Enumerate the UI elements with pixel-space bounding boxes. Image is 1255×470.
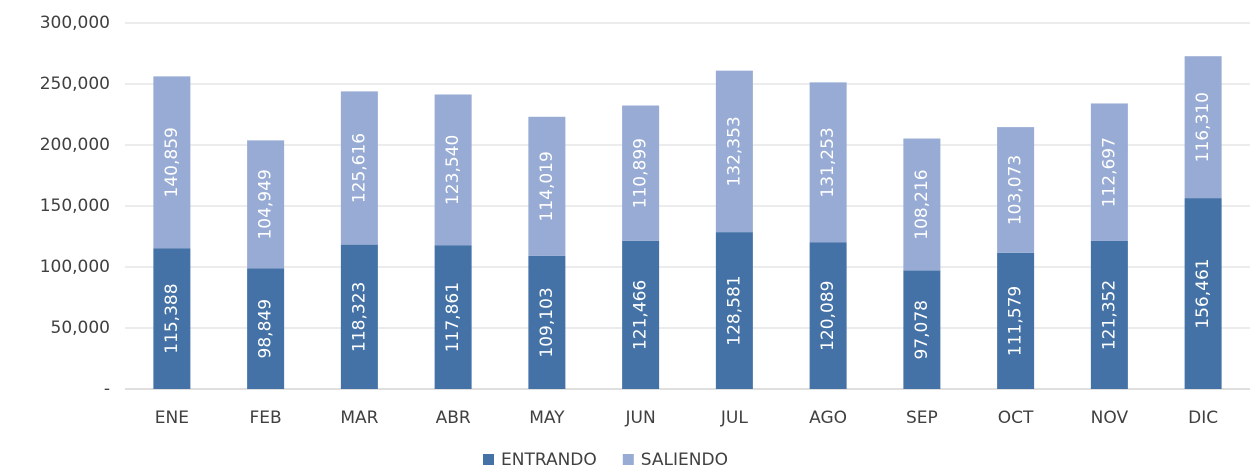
y-tick-label: 100,000 [40, 257, 110, 277]
bar-segment [809, 82, 847, 243]
x-tick-label: NOV [1091, 408, 1129, 428]
value-label: 108,216 [912, 169, 932, 239]
bar-segment [247, 268, 285, 389]
value-label: 115,388 [162, 283, 182, 353]
y-tick-label: 150,000 [40, 196, 110, 216]
x-tick-label: JUL [720, 408, 748, 428]
bar-segment [809, 242, 847, 389]
bar-segment [903, 138, 941, 271]
value-label: 120,089 [818, 281, 838, 351]
value-label: 128,581 [724, 275, 744, 345]
value-label: 132,353 [724, 116, 744, 186]
bar-segment [715, 70, 753, 233]
x-tick-label: DIC [1188, 408, 1218, 428]
bar-segment [715, 232, 753, 389]
x-tick-label: FEB [250, 408, 282, 428]
y-tick-label: 50,000 [51, 318, 110, 338]
legend-label: ENTRANDO [501, 450, 597, 470]
bar-segment [997, 127, 1035, 253]
value-label: 118,323 [349, 282, 369, 352]
bar-segment [622, 105, 660, 241]
x-tick-label: SEP [906, 408, 938, 428]
value-label: 116,310 [1193, 92, 1213, 162]
value-label: 121,352 [1099, 280, 1119, 350]
value-label: 125,616 [349, 133, 369, 203]
value-label: 97,078 [912, 300, 932, 359]
bar-segment [997, 252, 1035, 389]
value-label: 156,461 [1193, 258, 1213, 328]
bar-segment [528, 255, 566, 389]
bar-segment [434, 245, 472, 389]
bar-segment [1090, 240, 1128, 389]
value-label: 104,949 [256, 169, 276, 239]
bar-segment [1184, 56, 1222, 199]
bar-segment [153, 76, 191, 249]
x-tick-label: ENE [155, 408, 189, 428]
value-label: 114,019 [537, 151, 557, 221]
x-tick-label: OCT [998, 408, 1034, 428]
y-tick-label: - [104, 379, 110, 399]
legend-swatch [622, 454, 634, 465]
y-tick-label: 200,000 [40, 135, 110, 155]
value-label: 111,579 [1006, 286, 1026, 356]
x-tick-label: AGO [809, 408, 847, 428]
value-label: 112,697 [1099, 137, 1119, 207]
bar-segment [340, 91, 378, 245]
bar-segment [153, 248, 191, 389]
bar-segment [1090, 103, 1128, 241]
x-tick-label: MAY [529, 408, 565, 428]
value-label: 117,861 [443, 282, 463, 352]
bar-segment [1184, 198, 1222, 389]
bar-segment [340, 244, 378, 389]
value-label: 123,540 [443, 135, 463, 205]
value-label: 109,103 [537, 287, 557, 357]
value-label: 103,073 [1006, 155, 1026, 225]
y-tick-label: 250,000 [40, 74, 110, 94]
value-label: 131,253 [818, 127, 838, 197]
bar-segment [528, 116, 566, 256]
value-label: 98,849 [256, 299, 276, 358]
value-label: 121,466 [631, 280, 651, 350]
x-tick-label: ABR [436, 408, 471, 428]
bar-segment [622, 240, 660, 389]
x-tick-label: MAR [340, 408, 378, 428]
bar-segment [434, 94, 472, 246]
value-label: 110,899 [631, 138, 651, 208]
legend-label: SALIENDO [641, 450, 728, 470]
bar-segment [247, 140, 285, 269]
bar-segment [903, 270, 941, 389]
x-tick-label: JUN [625, 408, 656, 428]
value-label: 140,859 [162, 127, 182, 197]
y-tick-label: 300,000 [40, 13, 110, 33]
legend-swatch [483, 454, 494, 465]
